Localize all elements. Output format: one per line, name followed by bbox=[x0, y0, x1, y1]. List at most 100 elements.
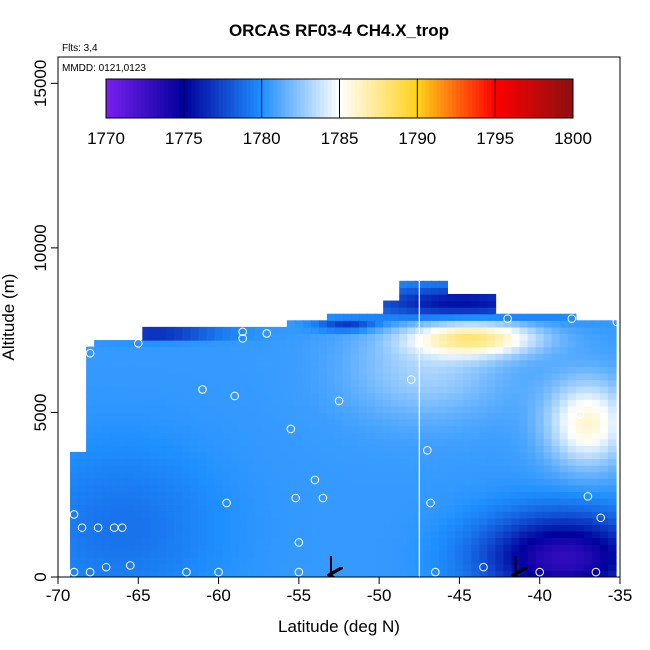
heat-cell bbox=[527, 530, 537, 539]
heat-cell bbox=[230, 333, 240, 341]
heat-cell bbox=[375, 353, 384, 361]
heat-cell bbox=[246, 372, 256, 381]
heat-cell bbox=[375, 379, 384, 387]
heat-cell bbox=[447, 544, 457, 552]
heat-cell bbox=[198, 478, 208, 486]
heat-cell bbox=[607, 320, 617, 328]
heat-cell bbox=[86, 498, 95, 506]
heat-cell bbox=[246, 537, 256, 545]
heat-cell bbox=[591, 366, 601, 374]
heat-cell bbox=[583, 471, 593, 479]
heat-cell bbox=[206, 471, 216, 479]
heat-cell bbox=[423, 280, 432, 288]
heat-cell bbox=[551, 465, 561, 473]
heat-cell bbox=[190, 471, 200, 479]
heat-cell bbox=[519, 372, 529, 381]
colorbar-segment bbox=[436, 79, 442, 118]
heat-cell bbox=[351, 412, 360, 420]
heat-cell bbox=[198, 471, 208, 479]
heat-cell bbox=[254, 484, 264, 493]
heat-cell bbox=[527, 458, 537, 466]
heat-cell bbox=[487, 465, 497, 473]
heat-cell bbox=[375, 425, 384, 433]
heat-cell bbox=[246, 557, 256, 565]
heat-cell bbox=[214, 478, 224, 486]
heat-cell bbox=[270, 570, 280, 577]
heat-cell bbox=[262, 570, 272, 577]
heat-cell bbox=[110, 478, 119, 486]
heat-cell bbox=[535, 386, 545, 394]
heat-cell bbox=[463, 340, 473, 348]
heat-cell bbox=[206, 544, 216, 552]
heat-cell bbox=[487, 293, 497, 302]
heat-cell bbox=[278, 524, 288, 532]
heat-cell bbox=[230, 557, 240, 565]
heat-cell bbox=[375, 399, 384, 407]
y-tick-label: 5000 bbox=[31, 394, 50, 432]
heat-cell bbox=[254, 498, 264, 506]
colorbar-segment bbox=[541, 79, 547, 118]
heat-cell bbox=[118, 544, 127, 552]
heat-cell bbox=[150, 366, 159, 374]
heat-cell bbox=[158, 550, 167, 558]
heat-cell bbox=[286, 432, 296, 440]
heat-cell bbox=[286, 333, 296, 341]
heat-cell bbox=[302, 340, 312, 348]
colorbar-segment bbox=[440, 79, 446, 118]
heatmap-field bbox=[70, 280, 617, 577]
heat-cell bbox=[463, 570, 473, 577]
heat-cell bbox=[294, 557, 304, 565]
heat-cell bbox=[246, 517, 256, 525]
heat-cell bbox=[230, 530, 240, 539]
heat-cell bbox=[607, 491, 617, 499]
heat-cell bbox=[343, 340, 352, 348]
heat-cell bbox=[399, 399, 408, 407]
heat-cell bbox=[607, 359, 617, 367]
heat-cell bbox=[134, 498, 143, 506]
heat-cell bbox=[535, 326, 545, 335]
heat-cell bbox=[318, 346, 328, 354]
heat-cell bbox=[94, 550, 103, 558]
heat-cell bbox=[511, 405, 521, 414]
heat-cell bbox=[359, 445, 368, 453]
heat-cell bbox=[551, 478, 561, 486]
heat-cell bbox=[495, 399, 505, 407]
heat-cell bbox=[359, 498, 368, 506]
heat-cell bbox=[150, 511, 159, 519]
heat-cell bbox=[407, 465, 416, 473]
heat-cell bbox=[463, 484, 473, 493]
heat-cell bbox=[190, 478, 200, 486]
heat-cell bbox=[310, 326, 320, 335]
heat-cell bbox=[310, 563, 320, 572]
colorbar-segment bbox=[545, 79, 551, 118]
heat-cell bbox=[551, 379, 561, 387]
heat-cell bbox=[318, 419, 328, 427]
heat-cell bbox=[222, 478, 232, 486]
heat-cell bbox=[543, 478, 553, 486]
heat-cell bbox=[206, 563, 216, 572]
heat-cell bbox=[471, 313, 481, 321]
heat-cell bbox=[519, 465, 529, 473]
heat-cell bbox=[439, 544, 448, 552]
heat-cell bbox=[134, 451, 143, 460]
heat-cell bbox=[543, 563, 553, 572]
heat-cell bbox=[391, 438, 400, 446]
heat-cell bbox=[334, 557, 344, 565]
heat-cell bbox=[487, 392, 497, 400]
heat-cell bbox=[495, 563, 505, 572]
heat-cell bbox=[591, 570, 601, 577]
heat-cell bbox=[583, 530, 593, 539]
heat-cell bbox=[391, 484, 400, 493]
heat-cell bbox=[334, 432, 344, 440]
heat-cell bbox=[351, 438, 360, 446]
heat-cell bbox=[294, 432, 304, 440]
heat-cell bbox=[447, 530, 457, 539]
heat-cell bbox=[270, 438, 280, 446]
heat-cell bbox=[326, 498, 336, 506]
heat-cell bbox=[118, 405, 127, 414]
heat-cell bbox=[351, 386, 360, 394]
heat-cell bbox=[86, 386, 95, 394]
heat-cell bbox=[479, 359, 489, 367]
heat-cell bbox=[599, 333, 609, 341]
heat-cell bbox=[375, 471, 384, 479]
